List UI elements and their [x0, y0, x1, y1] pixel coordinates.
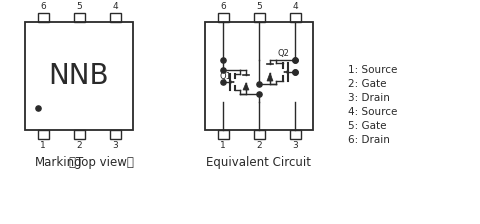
- Text: 3: 3: [292, 141, 298, 150]
- Bar: [109, 130, 120, 139]
- Text: 6: 6: [40, 2, 46, 11]
- Text: 5: 5: [76, 2, 82, 11]
- Text: Q2: Q2: [278, 49, 290, 58]
- Polygon shape: [267, 73, 273, 81]
- Text: 4: 4: [112, 2, 118, 11]
- Text: 1: 1: [40, 141, 46, 150]
- Text: 5: 5: [256, 2, 262, 11]
- Text: 1: Source: 1: Source: [348, 65, 397, 75]
- Text: 3: Drain: 3: Drain: [348, 93, 390, 103]
- Text: 4: Source: 4: Source: [348, 107, 397, 117]
- Bar: [73, 130, 84, 139]
- Bar: [37, 13, 48, 22]
- Text: 5: Gate: 5: Gate: [348, 121, 386, 131]
- Text: NNB: NNB: [48, 62, 109, 90]
- Text: 6: Drain: 6: Drain: [348, 135, 390, 145]
- Bar: [289, 130, 300, 139]
- Bar: [289, 13, 300, 22]
- Bar: [205, 22, 313, 130]
- Polygon shape: [243, 83, 249, 90]
- Text: 1: 1: [220, 141, 226, 150]
- Bar: [37, 130, 48, 139]
- Text: Equivalent Circuit: Equivalent Circuit: [206, 156, 312, 169]
- Text: 2: Gate: 2: Gate: [348, 79, 386, 89]
- Text: Marking: Marking: [35, 156, 83, 169]
- Bar: [25, 22, 133, 130]
- Text: Q1: Q1: [220, 72, 232, 81]
- Bar: [217, 130, 228, 139]
- Text: 3: 3: [112, 141, 118, 150]
- Bar: [253, 13, 264, 22]
- Text: 2: 2: [256, 141, 262, 150]
- Text: （Top view）: （Top view）: [69, 156, 134, 169]
- Text: 4: 4: [292, 2, 298, 11]
- Bar: [73, 13, 84, 22]
- Bar: [109, 13, 120, 22]
- Text: 6: 6: [220, 2, 226, 11]
- Bar: [217, 13, 228, 22]
- Text: 2: 2: [76, 141, 82, 150]
- Bar: [253, 130, 264, 139]
